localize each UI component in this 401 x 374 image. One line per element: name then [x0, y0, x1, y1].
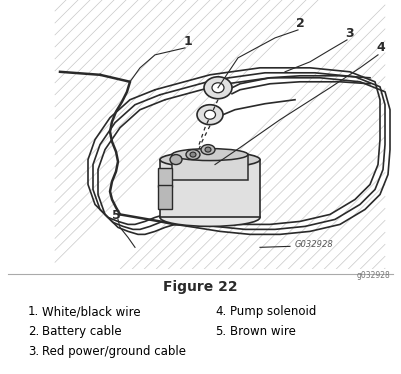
Polygon shape: [172, 154, 248, 180]
Text: 5: 5: [111, 209, 120, 222]
Text: Figure 22: Figure 22: [163, 280, 237, 294]
Text: White/black wire: White/black wire: [42, 305, 141, 318]
Text: 4.: 4.: [215, 305, 226, 318]
Ellipse shape: [160, 151, 260, 168]
Polygon shape: [158, 184, 172, 209]
Text: Pump solenoid: Pump solenoid: [230, 305, 316, 318]
Ellipse shape: [197, 105, 223, 125]
Text: 3: 3: [346, 27, 354, 40]
Polygon shape: [158, 168, 172, 187]
Ellipse shape: [170, 154, 182, 165]
Text: Brown wire: Brown wire: [230, 325, 296, 338]
Ellipse shape: [201, 145, 215, 154]
Text: 2.: 2.: [28, 325, 39, 338]
Polygon shape: [160, 160, 260, 217]
Ellipse shape: [205, 147, 211, 152]
Text: 4: 4: [377, 42, 385, 54]
Text: 1.: 1.: [28, 305, 39, 318]
Text: 1: 1: [184, 36, 192, 48]
Ellipse shape: [160, 208, 260, 226]
Ellipse shape: [204, 77, 232, 99]
Text: 5.: 5.: [215, 325, 226, 338]
Text: G032928: G032928: [295, 240, 334, 249]
Ellipse shape: [190, 152, 196, 157]
Ellipse shape: [172, 148, 248, 160]
Ellipse shape: [205, 110, 215, 119]
Text: Battery cable: Battery cable: [42, 325, 122, 338]
Text: 3.: 3.: [28, 345, 39, 358]
Text: g032928: g032928: [356, 271, 390, 280]
Ellipse shape: [212, 83, 224, 93]
Text: 2: 2: [296, 18, 304, 30]
Ellipse shape: [186, 150, 200, 160]
Text: Red power/ground cable: Red power/ground cable: [42, 345, 186, 358]
